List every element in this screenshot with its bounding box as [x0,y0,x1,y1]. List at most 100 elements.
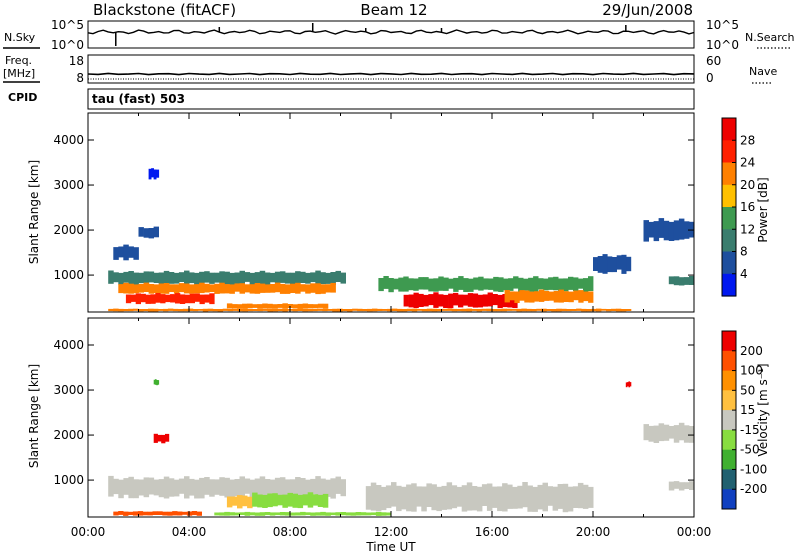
heatmap-cell [133,308,139,311]
heatmap-cell [340,479,346,497]
heatmap-cell [143,282,150,292]
heatmap-cell [297,303,304,309]
heatmap-cell [290,283,296,293]
heatmap-cell [602,254,608,274]
heatmap-cell [153,479,160,496]
heatmap-cell [151,168,154,178]
heatmap-cell [290,479,296,498]
heatmap-cell [561,308,567,312]
heatmap-cell [441,485,447,510]
x-tick-label: 16:00 [475,525,510,539]
heatmap-cell [330,512,336,516]
heatmap-cell [377,308,383,311]
heatmap-cell [168,272,175,284]
freq-label-line1: Freq. [5,54,32,67]
heatmap-cell [573,290,579,301]
heatmap-cell [282,494,288,508]
heatmap-cell [138,309,144,312]
colorbar-segment [722,449,736,470]
heatmap-cell [322,493,329,508]
heatmap-cell [320,284,326,294]
heatmap-cell [199,294,205,305]
heatmap-cell [330,272,336,285]
heatmap-cell [178,272,185,282]
heatmap-cell [678,422,685,441]
y-tick-label: 3000 [53,178,84,192]
heatmap-cell [370,512,377,516]
heatmap-cell [302,303,309,309]
heatmap-cell [262,494,268,508]
heatmap-cell [558,278,564,292]
heatmap-cell [189,293,195,304]
heatmap-cell [204,283,210,293]
heatmap-cell [322,308,328,312]
heatmap-cell [113,511,119,516]
heatmap-cell [557,484,564,509]
x-axis-ticks: 00:00 04:00 08:00 12:00 16:00 20:00 00:00 [71,525,712,539]
heatmap-cell [249,479,256,499]
heatmap-cell [152,511,158,515]
velocity-heatmap [108,379,695,516]
heatmap-cell [597,256,603,273]
heatmap-cell [277,494,283,506]
heatmap-cell [307,304,314,309]
heatmap-cell [441,308,448,311]
colorbar-tick-label: 200 [740,344,763,358]
heatmap-cell [305,284,311,294]
heatmap-cell [123,282,129,294]
heatmap-cell [350,512,357,516]
heatmap-cell [143,309,149,312]
heatmap-cell [315,270,321,285]
heatmap-cell [162,511,168,516]
heatmap-cell [504,290,510,303]
heatmap-cell [157,380,160,385]
heatmap-cell [320,511,326,516]
heatmap-cell [138,272,144,284]
heatmap-cell [269,272,276,283]
colorbar-frame [721,330,737,510]
heatmap-cell [310,272,316,283]
heatmap-cell [512,486,518,509]
heatmap-cell [269,284,276,293]
heatmap-cell [148,271,155,283]
heatmap-cell [284,284,291,294]
y-tick-label: 4000 [53,338,84,352]
heatmap-cell [403,276,409,292]
heatmap-cell [264,479,271,499]
heatmap-cell [287,492,293,507]
heatmap-cell [189,272,195,284]
heatmap-cell [172,511,178,516]
heatmap-cell [274,282,281,293]
colorbar-segment [722,469,736,490]
heatmap-cell [423,277,429,290]
heatmap-cell [552,486,559,511]
heatmap-cell [183,283,190,294]
heatmap-cell [264,284,271,293]
cpid-text: tau (fast) 503 [92,92,185,106]
cpid-label: CPID [8,91,37,104]
heatmap-cell [463,278,469,292]
heatmap-cell [167,511,173,516]
heatmap-cell [431,308,438,312]
heatmap-cell [284,272,291,284]
heatmap-cell [143,271,150,285]
heatmap-cell [335,512,341,516]
colorbar-segment [722,390,736,411]
heatmap-cell [543,278,549,291]
heatmap-cell [380,486,387,511]
heatmap-cell [282,303,288,309]
heatmap-cell [148,228,154,239]
heatmap-cell [382,309,388,311]
heatmap-cell [252,492,258,507]
heatmap-cell [643,220,649,242]
heatmap-cell [330,478,336,499]
heatmap-cell [234,272,240,284]
heatmap-cell [588,276,594,291]
heatmap-cell [583,291,589,302]
heatmap-cell [406,308,413,311]
heatmap-cell [365,486,372,510]
heatmap-cell [184,270,190,285]
heatmap-cell [219,477,225,496]
heatmap-cell [408,294,414,308]
velocity-colorbar-label: Velocity [m s⁻¹] [756,363,770,456]
